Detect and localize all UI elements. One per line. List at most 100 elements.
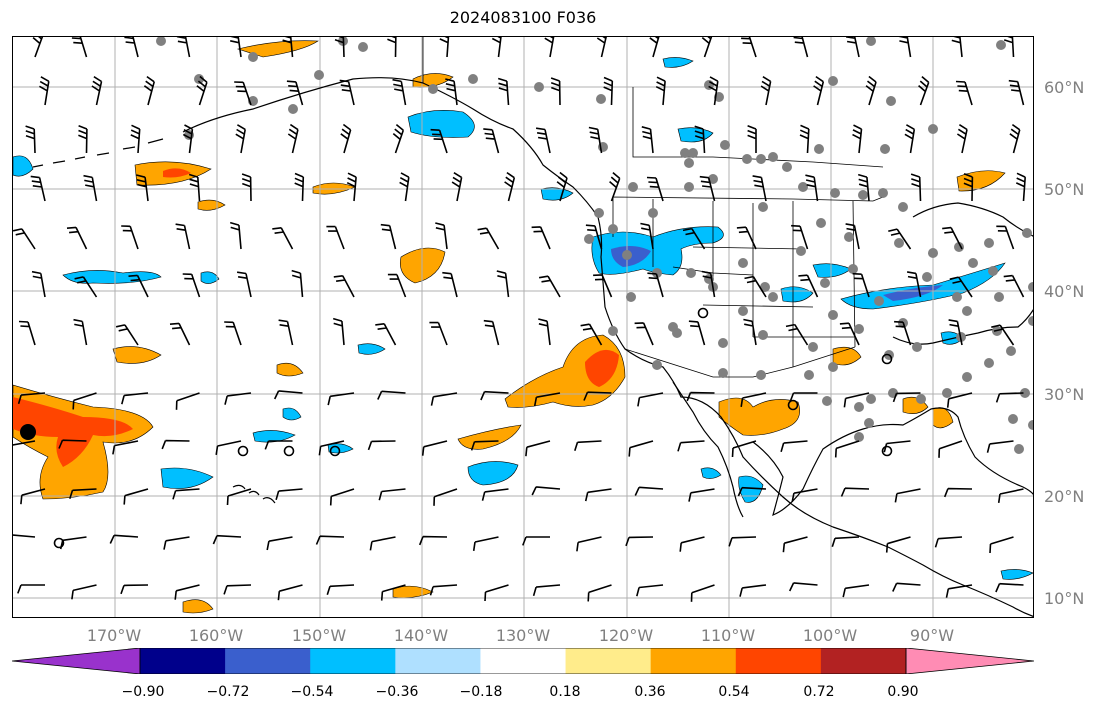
wind-barb-line	[326, 584, 355, 596]
wind-barb	[39, 76, 50, 106]
wind-barb	[143, 75, 155, 106]
wind-barb-line	[234, 81, 252, 106]
wind-barb-line	[491, 37, 502, 58]
wind-barb	[789, 392, 818, 402]
colorbar-outline	[139, 648, 907, 674]
wind-barb	[736, 226, 757, 250]
wind-barb-line	[906, 271, 922, 298]
wind-barb-line	[898, 37, 912, 58]
wind-barb-line	[640, 222, 654, 250]
wind-barb-line	[277, 584, 303, 601]
wind-barb	[596, 37, 607, 58]
wind-barb	[576, 536, 602, 552]
wind-barb	[544, 37, 555, 58]
station-dot	[828, 310, 838, 320]
wind-barb-line	[845, 223, 860, 250]
wind-barb-line	[266, 536, 293, 551]
wind-barb	[888, 228, 912, 250]
wind-barb	[71, 584, 97, 600]
wind-barb-line	[852, 272, 870, 298]
station-dot	[758, 330, 768, 340]
wind-barb	[172, 488, 200, 500]
wind-barb	[580, 323, 603, 346]
wind-barb	[883, 440, 911, 453]
wind-barb-line	[481, 488, 509, 501]
wind-barb-line	[480, 390, 509, 401]
station-dot	[358, 42, 368, 52]
orange-patch	[400, 247, 446, 284]
wind-barb	[327, 392, 355, 406]
wind-barb	[842, 584, 870, 598]
station-dot	[962, 306, 972, 316]
wind-barb-line	[235, 124, 246, 154]
wind-barb-line	[894, 320, 912, 346]
wind-barb	[694, 125, 706, 154]
blue-patch	[1000, 569, 1033, 580]
wind-barb-line	[694, 125, 706, 154]
wind-barb	[387, 37, 397, 58]
wind-barb-line	[31, 270, 46, 298]
wind-barb	[682, 227, 706, 250]
wind-barb-line	[949, 276, 973, 298]
wind-barb	[583, 391, 612, 401]
coastlines	[32, 37, 1033, 617]
wind-barb-line	[791, 224, 809, 250]
lat-label: 30°N	[1044, 385, 1085, 404]
wind-barb	[949, 276, 973, 298]
wind-barb-line	[287, 123, 299, 154]
wind-barb	[429, 321, 448, 346]
wind-barb	[951, 37, 963, 58]
wind-barb	[989, 536, 1014, 554]
wind-barb-line	[634, 486, 664, 496]
wind-barb	[346, 172, 357, 202]
wind-barb	[782, 536, 808, 553]
blue-patch	[677, 127, 714, 143]
wind-barb-line	[377, 390, 406, 400]
wind-barb	[377, 390, 406, 400]
wind-barb	[496, 270, 510, 298]
red-core	[13, 397, 133, 467]
station-dot	[822, 396, 832, 406]
wind-barb-line	[593, 274, 613, 298]
station-dot	[952, 292, 962, 302]
wind-barb	[522, 536, 550, 546]
wind-barb-line	[435, 222, 448, 250]
wind-barb-line	[496, 270, 510, 298]
wind-barb	[892, 582, 921, 592]
wind-barb-line	[421, 440, 448, 456]
wind-barb-line	[17, 392, 46, 405]
wind-barb-line	[813, 75, 825, 106]
wind-barb-line	[176, 37, 191, 58]
wind-barb-line	[525, 440, 551, 457]
wind-barb	[124, 37, 139, 58]
lon-label: 170°W	[86, 626, 142, 645]
blue-patch	[160, 467, 214, 489]
wind-barb-line	[892, 392, 921, 403]
wind-barb-line	[483, 319, 500, 346]
wind-barb-line	[737, 486, 767, 497]
wind-barb	[945, 584, 973, 598]
wind-barb	[58, 439, 87, 449]
wind-barb-line	[728, 536, 757, 547]
wind-barb-line	[327, 392, 355, 406]
station-dot	[248, 52, 258, 62]
wind-barb-line	[655, 76, 666, 106]
wind-barb	[182, 124, 194, 154]
wind-barb	[241, 173, 252, 202]
wind-barb-line	[241, 173, 252, 202]
station-dot	[988, 266, 998, 276]
lon-label: 120°W	[598, 626, 654, 645]
wind-barb	[636, 584, 664, 597]
orange-patch	[182, 599, 214, 614]
wind-barb-line	[522, 536, 550, 546]
wind-barb	[834, 440, 860, 458]
wind-barb	[628, 440, 654, 457]
orange-patch	[457, 424, 522, 450]
colorbar-tick: −0.90	[121, 684, 165, 700]
wind-barb	[318, 440, 345, 456]
wind-barb-line	[888, 228, 912, 250]
wind-barb	[439, 37, 450, 58]
wind-barb	[334, 37, 345, 58]
wind-barb-line	[497, 77, 510, 106]
wind-barb	[845, 223, 860, 250]
